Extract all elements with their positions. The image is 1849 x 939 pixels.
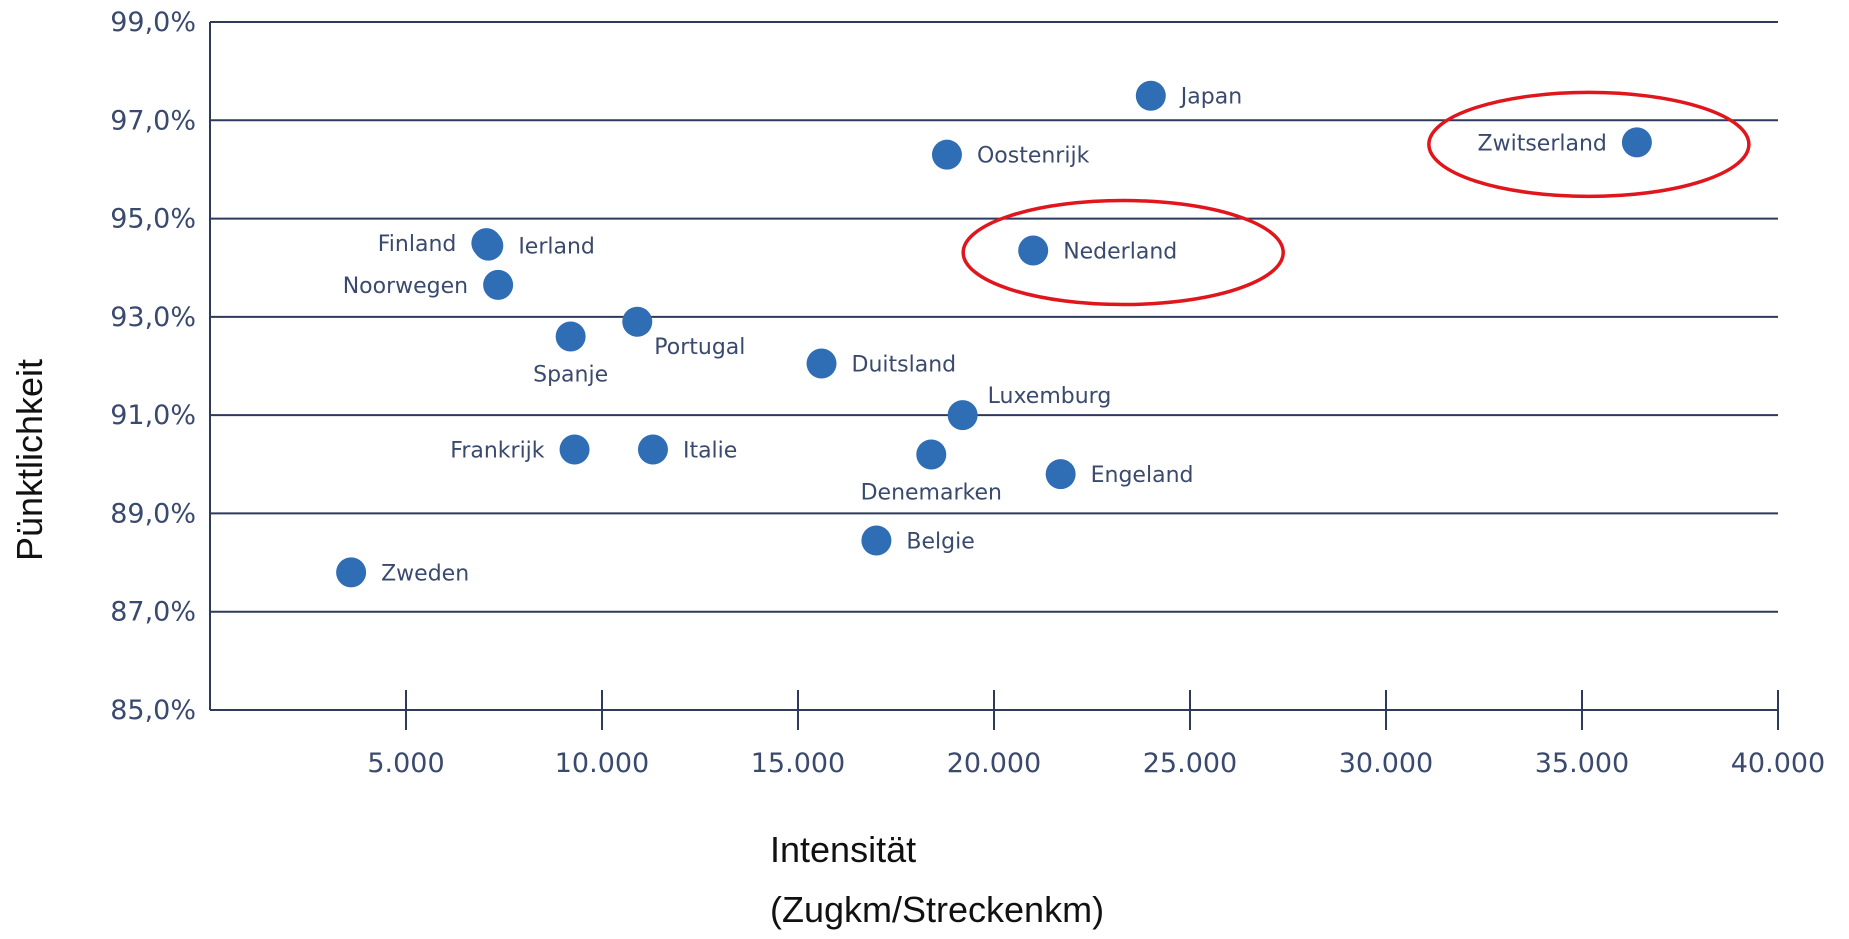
- x-tick-label: 10.000: [555, 748, 649, 779]
- data-point: [947, 400, 978, 431]
- point-label: Oostenrijk: [977, 144, 1090, 169]
- point-label: Belgie: [906, 529, 974, 554]
- x-axis-title-line-2: (Zugkm/Streckenkm): [770, 889, 1104, 930]
- x-tick-label: 35.000: [1535, 748, 1629, 779]
- y-tick-label: 95,0%: [110, 204, 196, 235]
- highlight-ellipse: [1427, 90, 1751, 199]
- x-tick-label: 5.000: [367, 748, 444, 779]
- data-point: [559, 434, 590, 465]
- point-label: Duitsland: [852, 353, 957, 378]
- y-tick-label: 85,0%: [110, 695, 196, 726]
- data-point: [336, 557, 367, 588]
- data-points: Zweden Finland Ierland Noorwegen Spanje Frank…: [336, 80, 1652, 588]
- data-point: [1045, 459, 1076, 490]
- point-label: Portugal: [654, 335, 745, 360]
- y-tick-label: 93,0%: [110, 302, 196, 333]
- point-label: Ierland: [518, 235, 595, 260]
- y-tick-label: 97,0%: [110, 105, 196, 136]
- data-point: [931, 139, 962, 170]
- data-point: [916, 439, 947, 470]
- highlight-ellipses: [961, 90, 1751, 307]
- point-label: Engeland: [1091, 463, 1194, 488]
- x-tick-label: 40.000: [1731, 748, 1825, 779]
- highlight-ellipse: [961, 198, 1285, 307]
- x-axis-title-line-1: Intensität: [770, 829, 916, 870]
- x-tick-label: 25.000: [1143, 748, 1237, 779]
- point-label: Zwitserland: [1478, 131, 1607, 156]
- x-tick-label: 15.000: [751, 748, 845, 779]
- point-label: Japan: [1179, 85, 1242, 110]
- point-label: Nederland: [1063, 240, 1177, 265]
- x-tick-label: 30.000: [1339, 748, 1433, 779]
- data-point: [1018, 235, 1049, 266]
- data-point: [555, 321, 586, 352]
- y-tick-label: 91,0%: [110, 400, 196, 431]
- data-point: [473, 230, 504, 261]
- data-point: [1135, 80, 1166, 111]
- data-point: [483, 269, 514, 300]
- point-label: Zweden: [381, 561, 469, 586]
- data-point: [637, 434, 668, 465]
- data-point: [622, 306, 653, 337]
- data-point: [861, 525, 892, 556]
- point-label: Luxemburg: [988, 384, 1112, 409]
- point-label: Spanje: [533, 363, 608, 388]
- point-label: Finland: [378, 232, 457, 257]
- point-label: Noorwegen: [343, 274, 468, 299]
- x-tick-label: 20.000: [947, 748, 1041, 779]
- axes: [209, 22, 1779, 730]
- y-tick-label: 89,0%: [110, 498, 196, 529]
- data-point: [1621, 127, 1652, 158]
- point-label: Frankrijk: [450, 439, 545, 464]
- tick-labels: 85,0% 87,0% 89,0% 91,0% 93,0% 95,0% 97,0% 99,0%…: [110, 7, 1825, 779]
- y-axis-title: Pünktlichkeit: [9, 359, 50, 561]
- point-label: Italie: [683, 439, 737, 464]
- data-point: [806, 348, 837, 379]
- gridlines: [210, 21, 1778, 711]
- point-label: Denemarken: [861, 480, 1002, 505]
- y-tick-label: 99,0%: [110, 7, 196, 38]
- y-tick-label: 87,0%: [110, 597, 196, 628]
